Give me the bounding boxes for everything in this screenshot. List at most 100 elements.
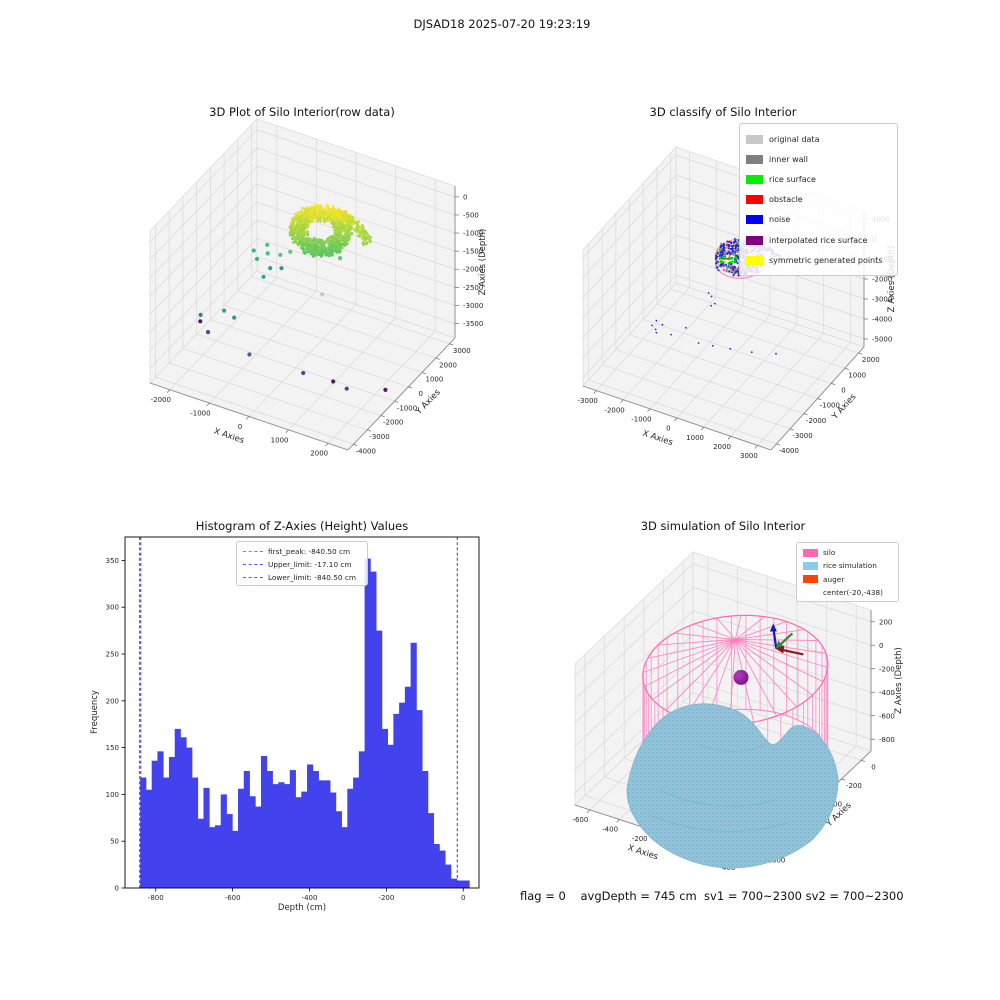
status-footer: flag = 0 avgDepth = 745 cm sv1 = 700~230… — [520, 889, 904, 903]
legend-entry: Lower_limit: -840.50 cm — [243, 571, 361, 584]
legend-entry: noise — [746, 210, 891, 230]
z-tick-label: 200 — [879, 618, 892, 626]
legend-entry: rice surface — [746, 169, 891, 189]
legend-label: obstacle — [769, 195, 803, 205]
z-tick-label: -4000 — [872, 316, 892, 324]
y-tick-label: -1000 — [397, 404, 417, 412]
y-tick-label: -4000 — [779, 447, 799, 455]
x-tick-label: 1000 — [271, 436, 289, 444]
histogram-bars — [140, 558, 470, 888]
x-tick-label: -1000 — [631, 416, 651, 424]
x-tick-label: 3000 — [740, 452, 758, 460]
legend-entry: obstacle — [746, 190, 891, 210]
legend-dashed-line-swatch — [243, 551, 263, 552]
legend-label: original data — [769, 134, 820, 144]
x-tick-label: 0 — [238, 423, 242, 431]
x-tick-label: -400 — [602, 825, 618, 833]
z-tick-label: -3500 — [463, 320, 483, 328]
classify3d-title: 3D classify of Silo Interior — [649, 105, 797, 119]
y-tick-label: 3000 — [453, 347, 471, 355]
hist-y-tick-label: 0 — [115, 885, 119, 893]
z-tick-label: -1000 — [463, 230, 483, 238]
hist-y-tick-label: 50 — [110, 838, 119, 846]
legend-label: interpolated rice surface — [769, 235, 868, 245]
z-axis-label: Z Axies (Depth) — [894, 647, 904, 714]
legend-entry: center(-20,-438) — [803, 586, 892, 599]
histogram-plot: -800 -600 -400 -200 0 0 50 100 150 200 250 300 350 De… — [90, 536, 480, 913]
y-tick-label: -2000 — [806, 417, 826, 425]
y-tick-label: 0 — [418, 390, 422, 398]
raw3d-title: 3D Plot of Silo Interior(row data) — [209, 105, 395, 119]
legend-label: silo — [823, 548, 836, 558]
histogram-title: Histogram of Z-Axies (Height) Values — [195, 519, 409, 533]
z-tick-label: -200 — [879, 665, 895, 673]
z-tick-label: -1500 — [463, 248, 483, 256]
legend-entry: rice simulation — [803, 559, 892, 572]
hist-y-tick-label: 100 — [106, 791, 119, 799]
raw-outlier-points — [198, 242, 388, 392]
legend-color-swatch — [746, 134, 763, 144]
legend-label: Lower_limit: -840.50 cm — [268, 573, 356, 582]
y-tick-label: -3000 — [792, 432, 812, 440]
hist-y-tick-label: 200 — [106, 697, 119, 705]
hist-x-tick-label: 0 — [461, 894, 465, 902]
classify-legend: original data inner wall rice surface obsta… — [739, 123, 898, 276]
legend-color-swatch — [746, 154, 763, 164]
legend-label: center(-20,-438) — [823, 588, 883, 598]
y-tick-label: -1000 — [820, 402, 840, 410]
legend-color-swatch — [803, 575, 818, 584]
z-axis-label: Z Axies (Depth) — [478, 229, 488, 296]
hist-x-tick-label: -200 — [378, 894, 394, 902]
raw3d-plot: -2000-10000100020003000200010000-1000-20… — [149, 118, 488, 458]
z-axis-label: Z Axies (Depth) — [887, 246, 897, 313]
legend-entry: silo — [803, 546, 892, 559]
histogram-legend: first_peak: -840.50 cm Upper_limit: -17.1… — [236, 541, 368, 586]
legend-label: Upper_limit: -17.10 cm — [268, 560, 352, 569]
legend-entry: symmetric generated points — [746, 250, 891, 270]
x-tick-label: 1000 — [686, 434, 704, 442]
x-tick-label: 2000 — [310, 450, 328, 458]
hist-x-tick-label: -400 — [302, 894, 318, 902]
y-tick-label: 2000 — [862, 356, 880, 364]
hist-y-tick-label: 250 — [106, 651, 119, 659]
legend-label: auger — [823, 574, 845, 584]
legend-dashed-line-swatch — [243, 577, 263, 578]
y-tick-label: -2000 — [383, 419, 403, 427]
legend-entry: interpolated rice surface — [746, 230, 891, 250]
hist-y-tick-label: 350 — [106, 557, 119, 565]
x-tick-label: -1000 — [190, 410, 210, 418]
raw-point-cloud — [288, 203, 373, 258]
z-tick-label: 0 — [879, 642, 883, 650]
legend-color-swatch — [746, 255, 763, 265]
x-tick-label: -200 — [632, 835, 648, 843]
y-tick-label: 0 — [871, 763, 875, 771]
y-tick-label: 1000 — [848, 371, 866, 379]
legend-label: first_peak: -840.50 cm — [268, 547, 351, 556]
legend-label: noise — [769, 215, 791, 225]
x-tick-label: -600 — [572, 816, 588, 824]
z-tick-label: -2000 — [872, 276, 892, 284]
x-tick-label: -3000 — [578, 397, 598, 405]
sim-legend: silo rice simulation auger center(-20,-438) — [796, 542, 899, 602]
sim3d-title: 3D simulation of Silo Interior — [640, 519, 806, 533]
figure-suptitle: DJSAD18 2025-07-20 19:23:19 — [413, 17, 591, 31]
z-tick-label: -800 — [879, 736, 895, 744]
z-tick-label: -5000 — [872, 336, 892, 344]
classify-noise-points — [651, 292, 777, 355]
legend-entry: first_peak: -840.50 cm — [243, 545, 361, 558]
auger-center-sphere — [733, 669, 749, 685]
z-tick-label: 0 — [463, 193, 467, 201]
x-tick-label: 0 — [666, 425, 670, 433]
y-tick-label: -3000 — [369, 433, 389, 441]
z-tick-label: -3000 — [463, 302, 483, 310]
legend-color-swatch — [803, 561, 818, 570]
x-tick-label: 2000 — [713, 443, 731, 451]
legend-entry: auger — [803, 573, 892, 586]
hist-x-tick-label: -600 — [225, 894, 241, 902]
legend-dashed-line-swatch — [243, 564, 263, 565]
y-tick-label: -4000 — [356, 447, 376, 455]
axes-arrows — [769, 623, 804, 656]
z-tick-label: -2000 — [463, 266, 483, 274]
hist-x-axis-label: Depth (cm) — [278, 903, 326, 913]
y-tick-label: 1000 — [425, 376, 443, 384]
